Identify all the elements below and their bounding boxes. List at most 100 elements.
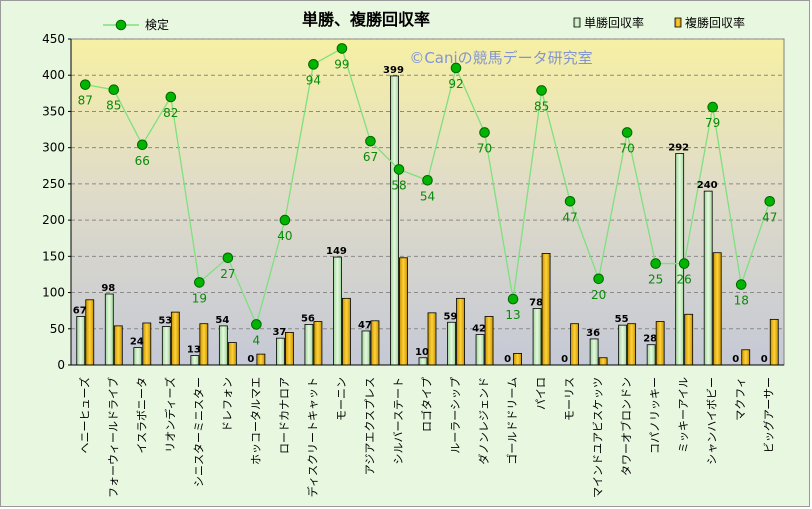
x-tick-label: モーリス	[563, 377, 576, 421]
x-tick-label: アジアエクスプレス	[363, 377, 376, 475]
x-tick-label: シニスターミニスター	[192, 377, 205, 487]
line-data-label: 20	[591, 288, 606, 302]
line-point	[336, 43, 348, 54]
bar-data-label: 0	[761, 354, 768, 365]
line-point	[108, 84, 120, 96]
bar-data-label: 0	[561, 354, 568, 365]
legend-swatch	[674, 17, 682, 28]
legend-label: 検定	[145, 17, 169, 32]
bar-fukusho	[456, 297, 465, 366]
line-data-label: 54	[420, 189, 435, 203]
bar-fukusho	[484, 316, 494, 366]
plot-area	[70, 38, 785, 366]
y-tick-label: 100	[42, 286, 65, 300]
line-point	[279, 214, 291, 226]
bar-fukusho	[541, 253, 551, 366]
y-tick-label: 300	[42, 141, 65, 155]
bar-fukusho	[142, 322, 152, 366]
x-tick-label: シャンハイボビー	[706, 377, 719, 465]
bar-data-label: 240	[697, 180, 718, 191]
bar-fukusho	[655, 321, 665, 366]
x-tick-label: ロゴタイプ	[420, 377, 434, 432]
watermark: ©Caniの競馬データ研究室	[409, 49, 592, 67]
y-tick-label: 200	[42, 213, 65, 227]
line-point	[450, 62, 462, 74]
line-point	[393, 164, 405, 175]
line-point	[365, 135, 376, 147]
line-point	[536, 85, 547, 96]
bar-tansho	[190, 355, 200, 366]
line-point	[507, 293, 519, 305]
bar-fukusho	[570, 323, 579, 366]
x-tick-label: イスラボニータ	[135, 377, 148, 454]
line-point	[650, 258, 661, 269]
legend: 検定 単勝回収率 複勝回収率	[103, 15, 745, 32]
bar-tansho	[618, 324, 628, 366]
x-tick-label: ルーラーシップ	[449, 377, 462, 454]
line-data-label: 4	[253, 333, 261, 347]
bar-fukusho	[513, 353, 522, 366]
line-point	[735, 279, 747, 290]
bar-tansho	[390, 75, 399, 366]
bar-tansho	[304, 324, 314, 366]
bar-tansho	[532, 308, 542, 366]
line-data-label: 99	[334, 57, 349, 71]
bar-data-label: 399	[383, 65, 404, 76]
y-tick-label: 150	[42, 249, 65, 263]
line-point	[194, 277, 205, 288]
x-tick-label: ビッグアーサー	[762, 377, 776, 453]
bar-tansho	[646, 344, 656, 366]
bar-data-label: 24	[130, 337, 144, 348]
x-tick-label: シルバーステート	[392, 377, 405, 464]
y-tick-label: 50	[50, 322, 65, 336]
y-tick-label: 450	[42, 32, 65, 46]
bar-fukusho	[741, 349, 751, 366]
bar-fukusho	[313, 321, 323, 366]
bar-fukusho	[256, 353, 266, 366]
line-point	[251, 319, 262, 330]
line-point	[678, 258, 690, 269]
bar-data-label: 56	[301, 313, 315, 324]
bar-tansho	[447, 321, 456, 366]
line-data-label: 92	[448, 77, 463, 91]
bar-data-label: 98	[101, 283, 115, 294]
bar-fukusho	[113, 325, 123, 366]
line-data-label: 70	[477, 141, 492, 155]
line-data-label: 87	[78, 94, 93, 108]
x-tick-label: リオンディーズ	[163, 377, 177, 453]
line-data-label: 85	[534, 99, 549, 113]
bar-data-label: 10	[415, 347, 429, 358]
line-data-label: 47	[762, 210, 777, 224]
x-tick-label: マクフィ	[734, 377, 747, 421]
line-data-label: 27	[220, 267, 235, 281]
bar-data-label: 13	[187, 345, 201, 356]
x-tick-label: マインドユアビスケッツ	[592, 377, 605, 498]
x-tick-label: ロードカナロア	[278, 377, 291, 454]
data-labels: 6798245313540375614947399105942078036552…	[73, 57, 778, 365]
x-tick-label: ゴールドドリーム	[505, 377, 519, 465]
bar-fukusho	[342, 297, 351, 366]
line-point	[308, 59, 319, 70]
x-tick-label: ヘニーヒューズ	[77, 377, 91, 453]
x-tick-label: コパノリッキー	[649, 377, 662, 454]
line-point	[79, 79, 91, 90]
line-point	[593, 273, 604, 285]
line-data-label: 58	[391, 178, 406, 192]
line-data-label: 82	[163, 106, 178, 120]
bar-data-label: 0	[247, 354, 254, 365]
line-data-label: 66	[135, 154, 150, 168]
line-point	[222, 252, 234, 264]
x-tick-label: フォーウィールドライブ	[106, 377, 120, 498]
bar-data-label: 67	[73, 305, 87, 316]
x-tick-label: ドレフォン	[221, 377, 234, 432]
line-point	[479, 127, 490, 138]
bar-tansho	[361, 330, 371, 366]
bar-fukusho	[684, 313, 694, 366]
x-tick-label: ディスクリートキャット	[305, 377, 319, 497]
bar-data-label: 37	[272, 327, 286, 338]
legend-label: 複勝回収率	[685, 15, 745, 30]
bar-data-label: 149	[326, 246, 347, 257]
bar-data-label: 42	[472, 324, 486, 335]
